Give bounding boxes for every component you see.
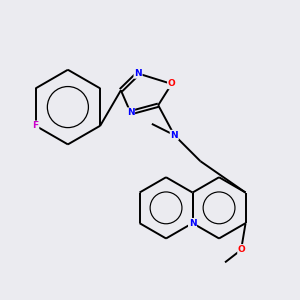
Text: N: N bbox=[127, 108, 134, 117]
Text: O: O bbox=[238, 245, 246, 254]
Text: F: F bbox=[32, 121, 39, 130]
Text: N: N bbox=[134, 69, 142, 78]
Text: N: N bbox=[189, 219, 196, 228]
Text: N: N bbox=[170, 130, 178, 140]
Text: O: O bbox=[168, 80, 176, 88]
